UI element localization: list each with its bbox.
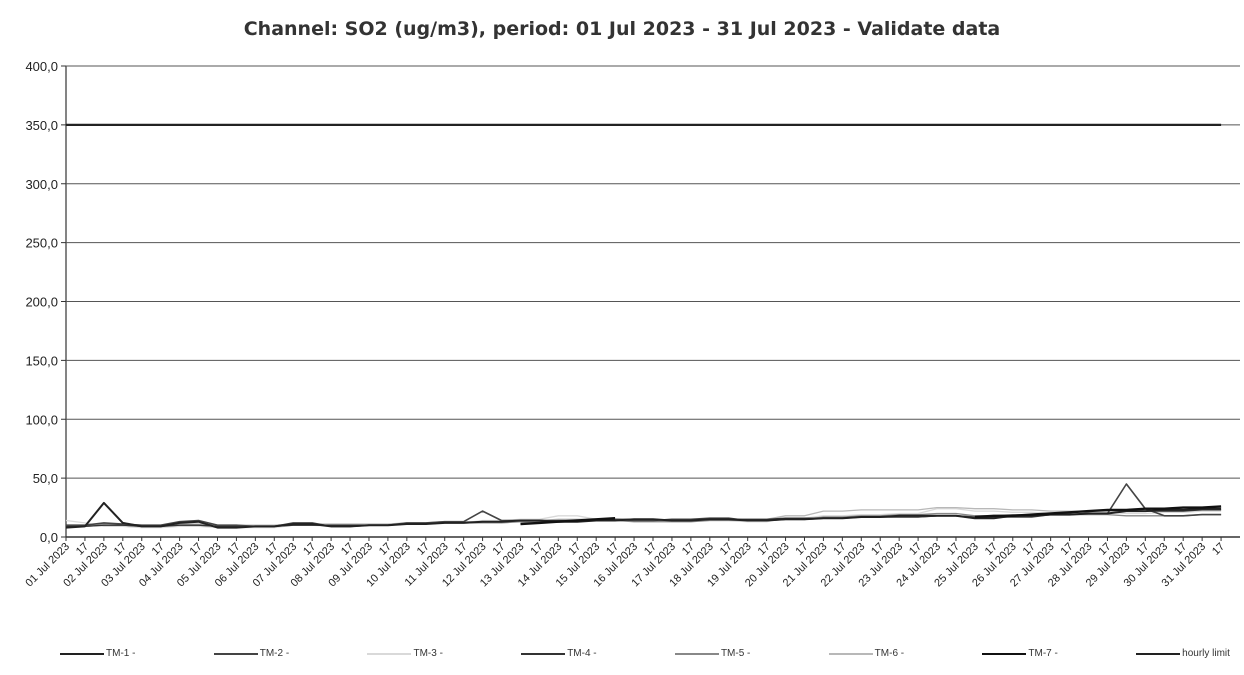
legend-label: TM-5 - — [720, 648, 751, 659]
legend-swatch — [1136, 652, 1181, 655]
legend-swatch — [674, 652, 719, 655]
y-tick-label: 150,0 — [25, 353, 58, 368]
legend: TM-1 - TM-2 - TM-3 - TM-4 - TM-5 - TM-6 - TM-7… — [60, 648, 1230, 659]
legend-swatch — [521, 652, 566, 655]
series-lines — [65, 123, 1222, 529]
y-tick-label: 400,0 — [25, 59, 58, 74]
legend-label: TM-3 - — [413, 648, 443, 659]
y-tick-label: 200,0 — [25, 295, 58, 310]
y-tick-label: 50,0 — [33, 471, 58, 486]
legend-swatch — [982, 652, 1027, 655]
legend-item: hourly limit — [1136, 648, 1230, 659]
legend-swatch — [367, 652, 412, 655]
chart-title: Channel: SO2 (ug/m3), period: 01 Jul 202… — [243, 18, 1001, 40]
y-tick-label: 350,0 — [25, 118, 58, 133]
legend-item: TM-4 - — [521, 648, 597, 659]
y-axis-ticks: 0,0 50,0 100,0 150,0 200,0 250,0 300,0 350,0 400… — [25, 59, 58, 545]
legend-label: TM-6 - — [874, 648, 905, 659]
series-line-tm-7 — [520, 505, 1222, 526]
legend-swatch — [213, 652, 258, 655]
legend-item: TM-5 - — [674, 648, 751, 659]
y-tick-label: 300,0 — [25, 177, 58, 192]
y-tick-label: 250,0 — [25, 236, 58, 251]
series-line-tm-4 — [66, 509, 1222, 528]
legend-label: hourly limit — [1182, 648, 1230, 659]
series-line-tm-6 — [66, 506, 1222, 526]
legend-label: TM-7 - — [1028, 648, 1058, 659]
line-chart: 0,0 50,0 100,0 150,0 200,0 250,0 300,0 350,0 400… — [23, 59, 1240, 590]
legend-swatch — [60, 652, 104, 655]
legend-item: TM-7 - — [982, 648, 1058, 659]
legend-item: TM-6 - — [828, 648, 905, 659]
legend-item: TM-3 - — [367, 648, 443, 659]
y-tick-label: 100,0 — [25, 412, 58, 427]
legend-label: TM-1 - — [106, 648, 136, 659]
legend-label: TM-4 - — [567, 648, 597, 659]
x-tick-label: 17 — [1210, 541, 1227, 558]
legend-swatch — [828, 652, 873, 655]
legend-item: TM-2 - — [213, 648, 290, 659]
legend-label: TM-2 - — [259, 648, 290, 659]
series-line-tm-1 — [65, 501, 1222, 529]
y-tick-label: 0,0 — [40, 530, 58, 545]
grid-lines — [61, 65, 1240, 541]
legend-item: TM-1 - — [60, 648, 135, 659]
